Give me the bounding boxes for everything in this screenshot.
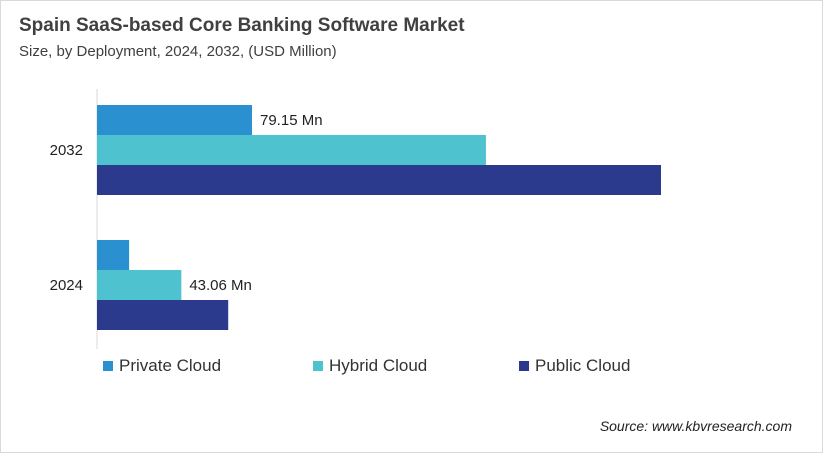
category-label-2024: 2024 — [50, 277, 83, 294]
legend-swatch — [313, 361, 323, 371]
chart-subtitle: Size, by Deployment, 2024, 2032, (USD Mi… — [19, 43, 337, 60]
chart-title: Spain SaaS-based Core Banking Software M… — [19, 15, 465, 36]
legend-label: Private Cloud — [119, 356, 222, 375]
bar-hybrid-cloud-2032 — [97, 135, 486, 165]
legend-item-private-cloud: Private Cloud — [103, 356, 221, 376]
legend-swatch — [519, 361, 529, 371]
legend-label: Public Cloud — [535, 356, 631, 375]
bar-private-cloud-2032 — [97, 105, 253, 135]
legend-item-public-cloud: Public Cloud — [519, 356, 630, 376]
bar-public-cloud-2024 — [97, 300, 229, 330]
legend-label: Hybrid Cloud — [329, 356, 428, 375]
source-note: Source: www.kbvresearch.com — [599, 418, 792, 434]
data-label: 79.15 Mn — [260, 112, 323, 129]
data-label: 43.06 Mn — [189, 277, 252, 294]
bar-private-cloud-2024 — [97, 240, 130, 270]
bar-public-cloud-2032 — [97, 165, 661, 195]
legend-item-hybrid-cloud: Hybrid Cloud — [313, 356, 427, 376]
bar-hybrid-cloud-2024 — [97, 270, 182, 300]
legend-swatch — [103, 361, 113, 371]
category-label-2032: 2032 — [50, 142, 83, 159]
